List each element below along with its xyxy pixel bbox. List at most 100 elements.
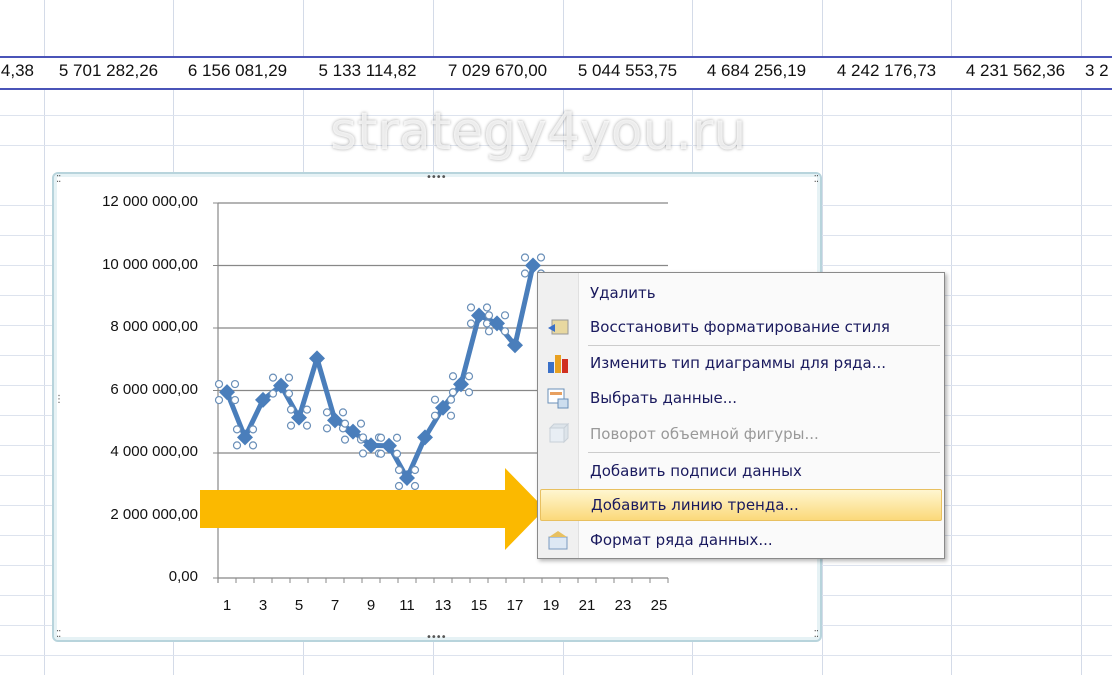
cell[interactable]: 7 029 670,00 (447, 61, 548, 80)
selection-handle (340, 419, 350, 428)
selection-handle (430, 395, 440, 404)
cell[interactable]: 5 044 553,75 (577, 61, 678, 80)
data-point (237, 429, 253, 446)
selection-handle (230, 395, 240, 405)
x-tick-label: 7 (330, 597, 340, 614)
data-point (525, 257, 541, 274)
select-data-icon (546, 387, 570, 409)
resize-handle[interactable]: ⁚⁚ (56, 629, 61, 640)
menu-item-8[interactable]: Формат ряда данных... (540, 525, 942, 555)
selection-handle (340, 435, 350, 444)
selection-handle (322, 424, 332, 433)
resize-handle[interactable]: ⁚⁚ (56, 174, 61, 185)
x-tick-label: 23 (614, 597, 632, 614)
selection-handle (448, 372, 458, 381)
selection-handle (410, 481, 420, 491)
data-point (453, 376, 469, 393)
x-tick-label: 25 (650, 597, 668, 614)
selection-handle (446, 395, 456, 404)
selection-handle (394, 481, 404, 491)
selection-handle (358, 449, 368, 458)
selection-handle (500, 311, 510, 320)
x-tick-label: 11 (399, 597, 415, 614)
resize-handle[interactable]: ⁚⁚ (813, 174, 819, 185)
cell[interactable]: 4,38 (0, 61, 34, 80)
menu-item-1[interactable]: Удалить (540, 278, 942, 308)
data-point (489, 315, 505, 332)
selection-handle (500, 327, 510, 336)
menu-item-2[interactable]: Восстановить форматирование стиля (540, 312, 942, 342)
yellow-arrow-pointer (200, 468, 545, 550)
data-point (309, 350, 325, 367)
menu-item-6[interactable]: Добавить подписи данных (540, 456, 942, 486)
cell[interactable]: 4 231 562,36 (965, 61, 1066, 80)
menu-item-5: Поворот объемной фигуры... (540, 419, 942, 449)
menu-item-label: Добавить линию тренда... (591, 496, 799, 514)
selected-data-row[interactable]: 4,38 5 701 282,26 6 156 081,29 5 133 114… (0, 56, 1112, 90)
selection-handle (268, 389, 278, 398)
menu-separator (588, 452, 940, 453)
selection-handle (302, 421, 312, 430)
cell[interactable]: 4 242 176,73 (836, 61, 937, 80)
selection-handle (376, 433, 386, 442)
reset-style-icon (546, 316, 570, 338)
x-tick-label: 9 (366, 597, 376, 614)
chart-type-icon (546, 352, 570, 374)
menu-item-label: Поворот объемной фигуры... (590, 425, 819, 443)
menu-item-4[interactable]: Выбрать данные... (540, 383, 942, 413)
selection-handle (214, 379, 224, 389)
selection-handle (338, 408, 348, 417)
y-tick-label: 2 000 000,00 (110, 505, 198, 523)
selection-handle (520, 269, 530, 278)
cell[interactable]: 5 701 282,26 (58, 61, 159, 80)
selection-handle (286, 421, 296, 430)
x-tick-label: 1 (222, 597, 232, 614)
selection-handle (322, 408, 332, 417)
cell[interactable]: 3 2 (1085, 61, 1109, 80)
selection-handle (464, 388, 474, 397)
selection-handle (466, 319, 476, 328)
menu-item-3[interactable]: Изменить тип диаграммы для ряда... (540, 348, 942, 378)
format-series-icon (546, 529, 570, 551)
menu-item-label: Удалить (590, 284, 656, 302)
series-line (224, 264, 536, 481)
menu-item-label: Формат ряда данных... (590, 531, 773, 549)
selection-handle (392, 433, 402, 442)
cell[interactable]: 4 684 256,19 (706, 61, 807, 80)
selection-handle (446, 411, 456, 420)
x-tick-label: 21 (578, 597, 596, 614)
x-tick-label: 5 (294, 597, 304, 614)
resize-handle[interactable]: ⁚⁚ (813, 629, 819, 640)
selection-handle (248, 425, 258, 434)
resize-handle[interactable]: •••• (426, 632, 447, 643)
data-point (273, 377, 289, 394)
resize-handle[interactable]: ⋮ (54, 394, 64, 405)
y-tick-label: 0,00 (168, 568, 198, 585)
data-point (363, 437, 379, 454)
data-point (471, 307, 487, 324)
y-tick-label: 8 000 000,00 (110, 318, 198, 335)
selection-handle (358, 433, 368, 442)
y-tick-label: 12 000 000,00 (102, 193, 198, 210)
selection-handle (232, 425, 242, 434)
resize-handle[interactable]: •••• (426, 172, 447, 183)
data-point (291, 409, 307, 426)
menu-separator (588, 345, 940, 346)
selection-handle (448, 388, 458, 397)
x-tick-label: 15 (470, 597, 488, 614)
selection-handle (430, 411, 440, 420)
selection-handle (248, 441, 258, 450)
menu-item-7[interactable]: Добавить линию тренда... (540, 489, 942, 521)
selection-handle (466, 303, 476, 312)
selection-handle (214, 395, 224, 405)
cell[interactable]: 6 156 081,29 (187, 61, 288, 80)
cell[interactable]: 5 133 114,82 (318, 61, 417, 80)
data-point (255, 391, 271, 408)
context-menu: Удалить Восстановить форматирование стиля… (537, 272, 945, 559)
data-point (327, 412, 343, 429)
selection-handle (536, 253, 546, 262)
selection-handle (268, 373, 278, 382)
x-tick-label: 3 (258, 597, 268, 614)
selection-handle (302, 405, 312, 414)
